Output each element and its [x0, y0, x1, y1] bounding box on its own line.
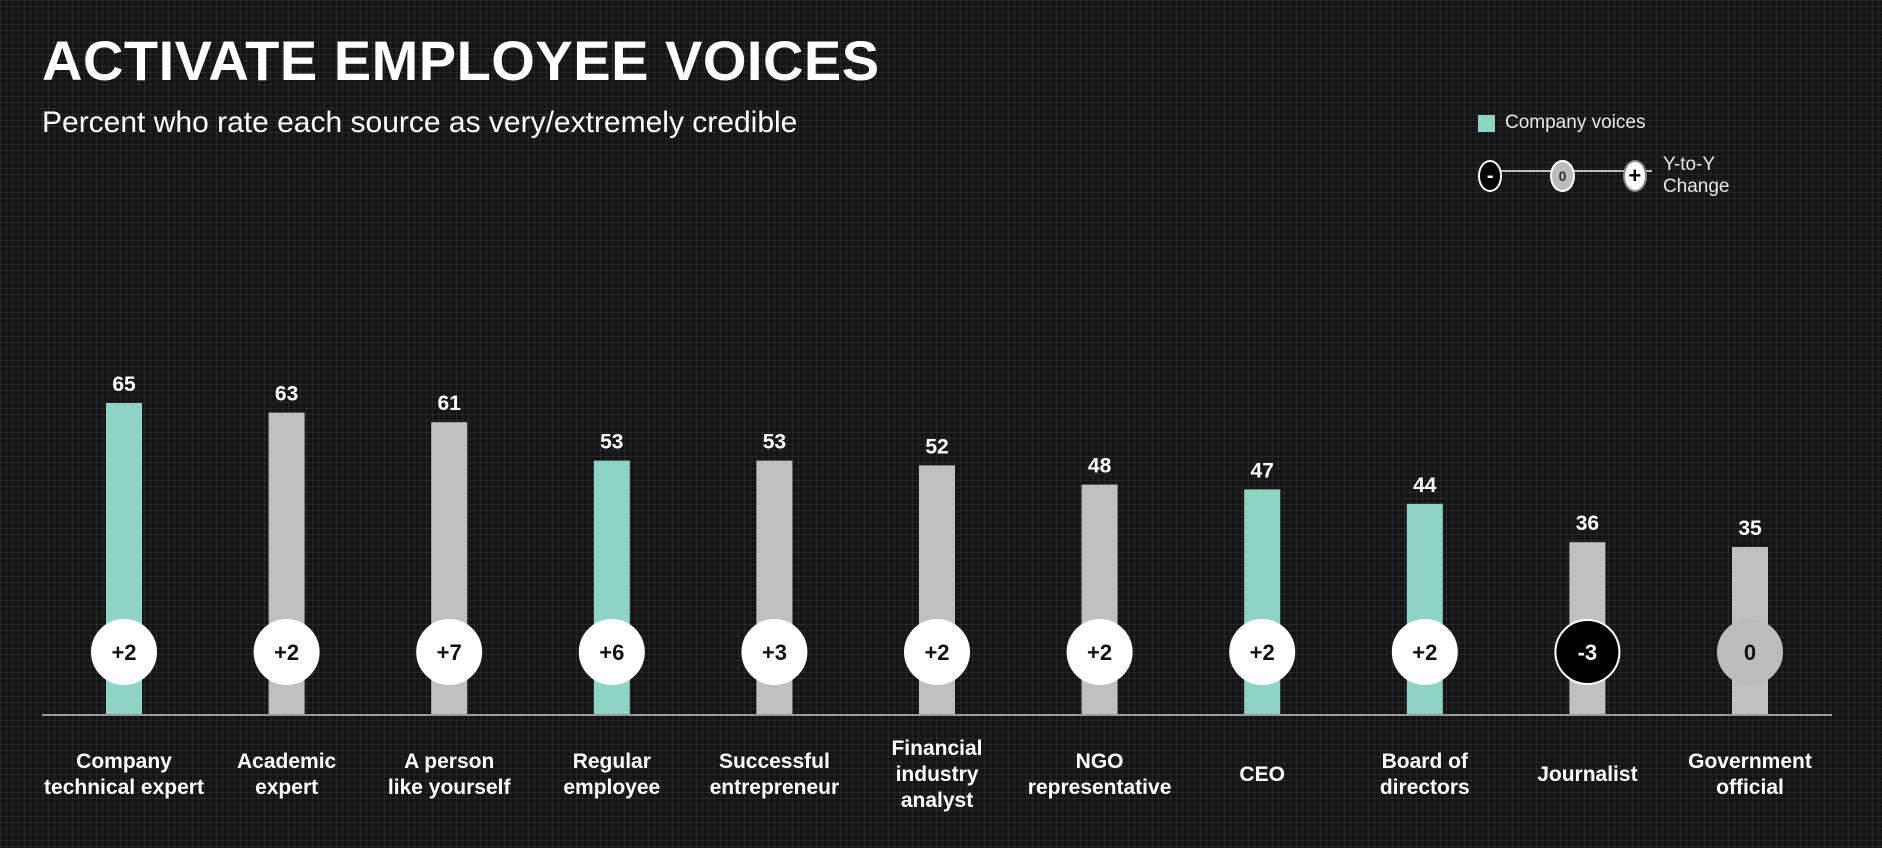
data-label: 48 — [1088, 455, 1112, 478]
category-label-line: Government — [1688, 750, 1812, 773]
category-label-line: Company — [76, 750, 172, 773]
change-circle — [1391, 619, 1458, 685]
chart-subtitle: Percent who rate each source as very/ext… — [42, 106, 798, 139]
data-label: 53 — [600, 431, 623, 454]
legend-minus-circle: - — [1478, 160, 1503, 192]
category-label: NGO representative — [1005, 749, 1195, 801]
category-label-line: Board of — [1381, 750, 1468, 773]
category-label-line: official — [1716, 776, 1784, 799]
category-label: Academic expert — [192, 749, 382, 801]
category-label: CEO — [1167, 762, 1357, 788]
category-label: Financial industry analyst — [842, 736, 1032, 814]
category-label-line: Academic — [236, 750, 337, 773]
category-label: Company technical expert — [29, 749, 219, 801]
category-label-line: employee — [563, 776, 661, 799]
data-label: 65 — [112, 373, 136, 396]
data-label: 61 — [438, 392, 462, 415]
data-label: 35 — [1738, 517, 1762, 540]
change-label: +2 — [1412, 640, 1437, 665]
category-label: Regular employee — [517, 749, 707, 801]
category-label: Journalist — [1492, 762, 1682, 788]
chart-title: ACTIVATE EMPLOYEE VOICES — [42, 29, 880, 92]
category-label: Board of directors — [1330, 749, 1520, 801]
category-label-line: CEO — [1239, 763, 1285, 786]
change-label: +2 — [274, 640, 299, 665]
legend: Company voices - 0 + Y-to-Y Change — [1478, 112, 1730, 197]
category-label-line: entrepreneur — [709, 776, 840, 799]
category-label-line: technical expert — [44, 776, 204, 799]
change-label: 0 — [1744, 640, 1756, 665]
change-label: +2 — [1087, 640, 1112, 665]
legend-company-voices-label: Company voices — [1505, 112, 1646, 133]
change-circle — [904, 619, 970, 685]
data-label: 63 — [275, 383, 298, 406]
category-label-line: like yourself — [387, 776, 511, 799]
data-label: 44 — [1413, 474, 1437, 497]
category-label-line: analyst — [900, 789, 974, 812]
change-circle — [1717, 619, 1783, 685]
change-circle — [578, 619, 645, 685]
category-label: A person like yourself — [354, 749, 544, 801]
change-circle — [253, 619, 320, 685]
category-label: Successful entrepreneur — [679, 749, 869, 801]
category-label-line: Regular — [572, 750, 651, 773]
change-circle — [1554, 619, 1621, 685]
change-label: +2 — [1250, 640, 1275, 665]
legend-swatch-company-voices — [1478, 114, 1495, 132]
legend-change: - 0 + Y-to-Y Change — [1478, 154, 1753, 198]
change-label: +3 — [762, 640, 787, 665]
legend-plus-circle: + — [1622, 160, 1647, 192]
legend-company-voices: Company voices — [1478, 112, 1645, 134]
data-label: 53 — [763, 431, 786, 454]
change-circle — [1066, 619, 1133, 685]
legend-change-label: Y-to-Y Change — [1662, 154, 1730, 197]
change-circle — [91, 619, 157, 685]
category-label-line: expert — [255, 776, 319, 799]
change-label: +2 — [924, 640, 949, 665]
legend-zero-circle: 0 — [1550, 160, 1575, 192]
category-label-line: directors — [1379, 776, 1470, 799]
change-label: +7 — [437, 640, 462, 665]
data-label: 36 — [1576, 512, 1599, 535]
category-label-line: A person — [404, 750, 495, 773]
category-label-line: Successful — [718, 750, 830, 773]
change-label: +6 — [599, 640, 624, 665]
category-label-line: representative — [1027, 776, 1172, 799]
category-label-line: industry — [895, 763, 979, 786]
category-label: Government official — [1655, 749, 1845, 801]
data-label: 52 — [925, 435, 948, 458]
category-label-line: Journalist — [1537, 763, 1638, 786]
data-label: 47 — [1251, 459, 1274, 482]
change-circle — [1229, 619, 1296, 685]
change-circle — [741, 619, 808, 685]
category-label-line: Financial — [891, 737, 983, 760]
change-circle — [416, 619, 483, 685]
change-label: +2 — [111, 640, 136, 665]
category-label-line: NGO — [1075, 750, 1124, 773]
change-label: -3 — [1578, 640, 1598, 665]
